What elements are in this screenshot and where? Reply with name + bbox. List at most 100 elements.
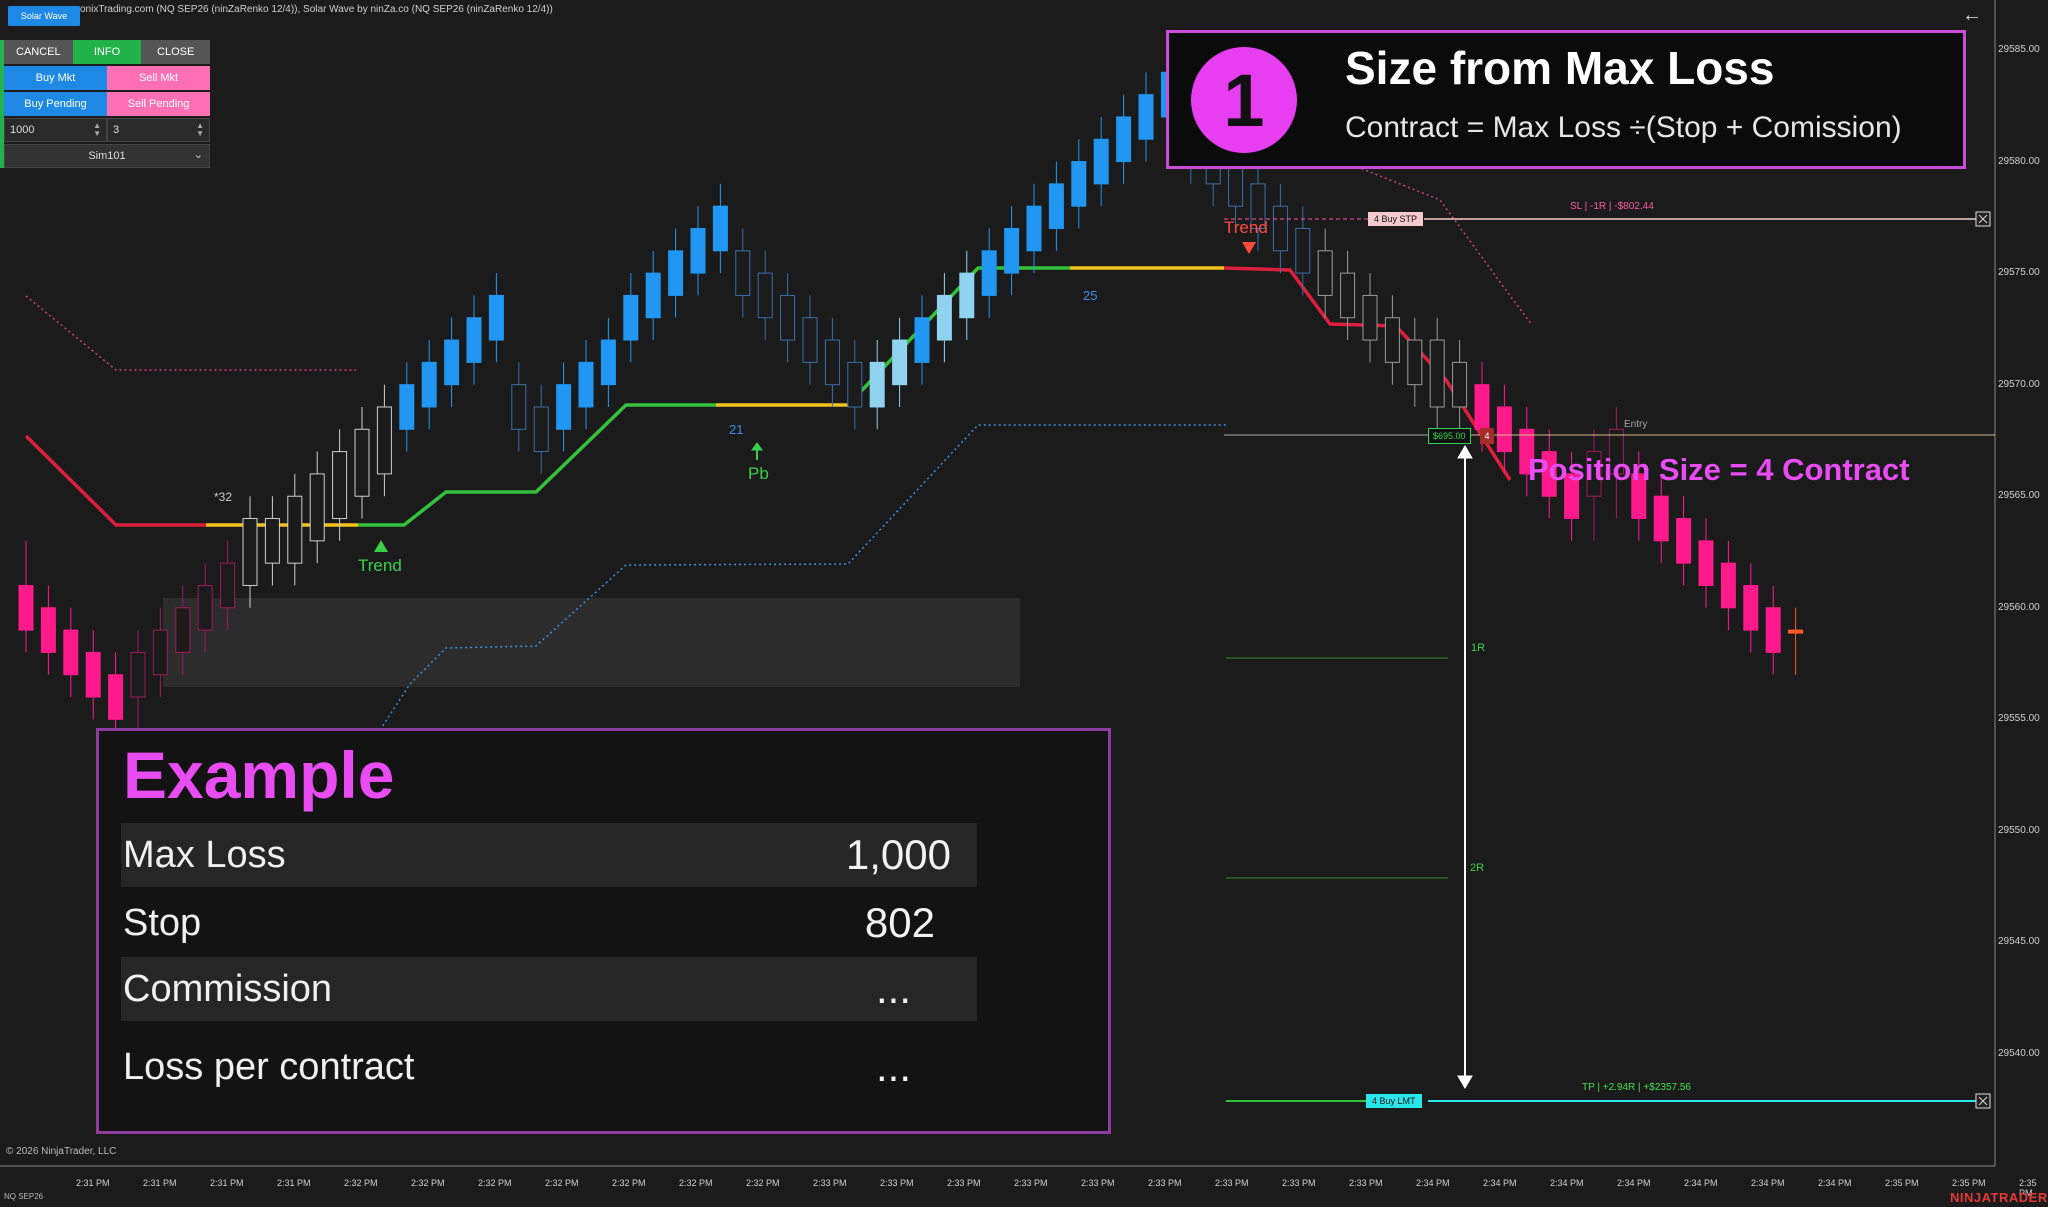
row-label: Commission [123, 967, 333, 1010]
candle [399, 362, 415, 452]
row-value: ... [875, 965, 911, 1012]
entry-price-box[interactable]: $695.00 [1428, 428, 1471, 444]
arrow-left-icon[interactable]: ← [1962, 4, 1982, 26]
candle [802, 295, 818, 385]
row-label: Loss per contract [123, 1045, 415, 1088]
trend-up-label: Trend [358, 556, 402, 575]
candle [1317, 228, 1333, 318]
candle [780, 273, 796, 363]
trade-panel: CANCEL INFO CLOSE Buy Mkt Sell Mkt Buy P… [4, 40, 211, 170]
r1-label: 1R [1471, 642, 1486, 654]
row-label: Stop [123, 901, 202, 944]
time-tick-label: 2:32 PM [545, 1178, 579, 1188]
candle-body [690, 227, 706, 274]
sell-mkt-button[interactable]: Sell Mkt [107, 66, 210, 90]
quantity-stepper[interactable]: 1000 ▲ ▼ [4, 118, 107, 142]
info-button[interactable]: INFO [72, 40, 142, 64]
candle [1093, 116, 1109, 207]
example-box: Example Max Loss 1,000 Stop 802 Commissi… [96, 728, 1111, 1134]
candle [847, 340, 863, 430]
buy-lmt-chip[interactable]: 4 Buy LMT [1366, 1094, 1422, 1108]
candle-body [645, 272, 661, 319]
candle [354, 406, 370, 519]
price-tick-label: 29565.00 [1998, 490, 2040, 502]
close-button[interactable]: CLOSE [141, 40, 211, 64]
time-tick-label: 2:35 PM [1885, 1178, 1919, 1188]
candle-body [1743, 584, 1759, 631]
candle [421, 340, 437, 430]
account-value: Sim101 [88, 150, 126, 162]
candle-body [399, 384, 415, 430]
account-select[interactable]: Sim101 ⌄ [4, 144, 210, 168]
risk-arrow [1457, 445, 1473, 1089]
candle-body [1496, 406, 1512, 453]
candle [712, 183, 728, 274]
candle-body [712, 205, 728, 252]
r2-label: 2R [1470, 862, 1485, 874]
candle-body [1384, 317, 1400, 363]
tp-close-icon[interactable] [1975, 1093, 1991, 1109]
entry-qty-box[interactable]: 4 [1480, 428, 1494, 444]
example-title: Example [123, 738, 395, 812]
time-tick-label: 2:33 PM [1148, 1178, 1182, 1188]
candle [264, 496, 280, 586]
ticks-stepper[interactable]: 3 ▲ ▼ [107, 118, 210, 142]
tp-label: TP | +2.94R | +$2357.56 [1582, 1082, 1691, 1093]
candle [936, 273, 952, 363]
candle-body [1765, 607, 1781, 653]
callout-formula: Contract = Max Loss ÷(Stop + Comission) [1345, 111, 1902, 144]
candle-body [1452, 361, 1468, 408]
candle [466, 295, 482, 385]
candle [556, 362, 572, 452]
buy-pending-button[interactable]: Buy Pending [4, 92, 107, 116]
chevron-down-icon[interactable]: ⌄ [193, 149, 203, 161]
spin-arrows-icon[interactable]: ▲ ▼ [93, 121, 101, 138]
sell-pending-button[interactable]: Sell Pending [107, 92, 210, 116]
candle-body [824, 339, 840, 386]
spin-arrows-icon[interactable]: ▲ ▼ [196, 121, 204, 138]
time-tick-label: 2:33 PM [1282, 1178, 1316, 1188]
ninjatrader-logo: NINJATRADER [1950, 1190, 2048, 1205]
time-tick-label: 2:32 PM [478, 1178, 512, 1188]
time-tick-label: 2:34 PM [1818, 1178, 1852, 1188]
candle-body [1138, 94, 1154, 140]
candle [197, 563, 213, 653]
time-tick-label: 2:31 PM [76, 1178, 110, 1188]
candle [488, 273, 504, 363]
candle-body [533, 406, 549, 453]
candle-body [1295, 227, 1311, 274]
step-callout: 1 Size from Max Loss Contract = Max Loss… [1166, 30, 1966, 169]
candle-body [600, 339, 616, 386]
time-tick-label: 2:35 PM [2019, 1178, 2037, 1198]
example-row-loss-per-contract: Loss per contract ... [121, 1035, 977, 1099]
candle [1429, 317, 1445, 430]
example-row-commission: Commission ... [121, 957, 977, 1021]
candle-body [1564, 473, 1580, 520]
ticks-value: 3 [113, 124, 120, 136]
candle-body [1048, 183, 1064, 229]
time-tick-label: 2:31 PM [210, 1178, 244, 1188]
candle-body [287, 495, 303, 564]
price-tick-label: 29540.00 [1998, 1048, 2040, 1059]
candle [175, 585, 191, 675]
candle-body [757, 272, 773, 319]
candle [824, 317, 840, 407]
candle [1653, 473, 1669, 564]
buy-stp-chip[interactable]: 4 Buy STP [1368, 212, 1424, 226]
sl-close-icon[interactable] [1975, 211, 1991, 227]
pb-up-arrow-icon [751, 442, 763, 460]
sl-label: SL | -1R | -$802.44 [1570, 201, 1654, 212]
candle [981, 228, 997, 318]
buy-mkt-button[interactable]: Buy Mkt [4, 66, 107, 90]
solar-wave-chip[interactable]: Solar Wave [8, 6, 80, 26]
candle [914, 295, 930, 385]
candle-body [444, 339, 460, 386]
cancel-button[interactable]: CANCEL [4, 40, 73, 64]
candle [735, 228, 751, 318]
candle-body [780, 294, 796, 341]
candle-body [1698, 540, 1714, 586]
example-row-max-loss: Max Loss 1,000 [121, 823, 977, 887]
price-tick-label: 29555.00 [1998, 713, 2040, 725]
candle-body [220, 562, 236, 609]
